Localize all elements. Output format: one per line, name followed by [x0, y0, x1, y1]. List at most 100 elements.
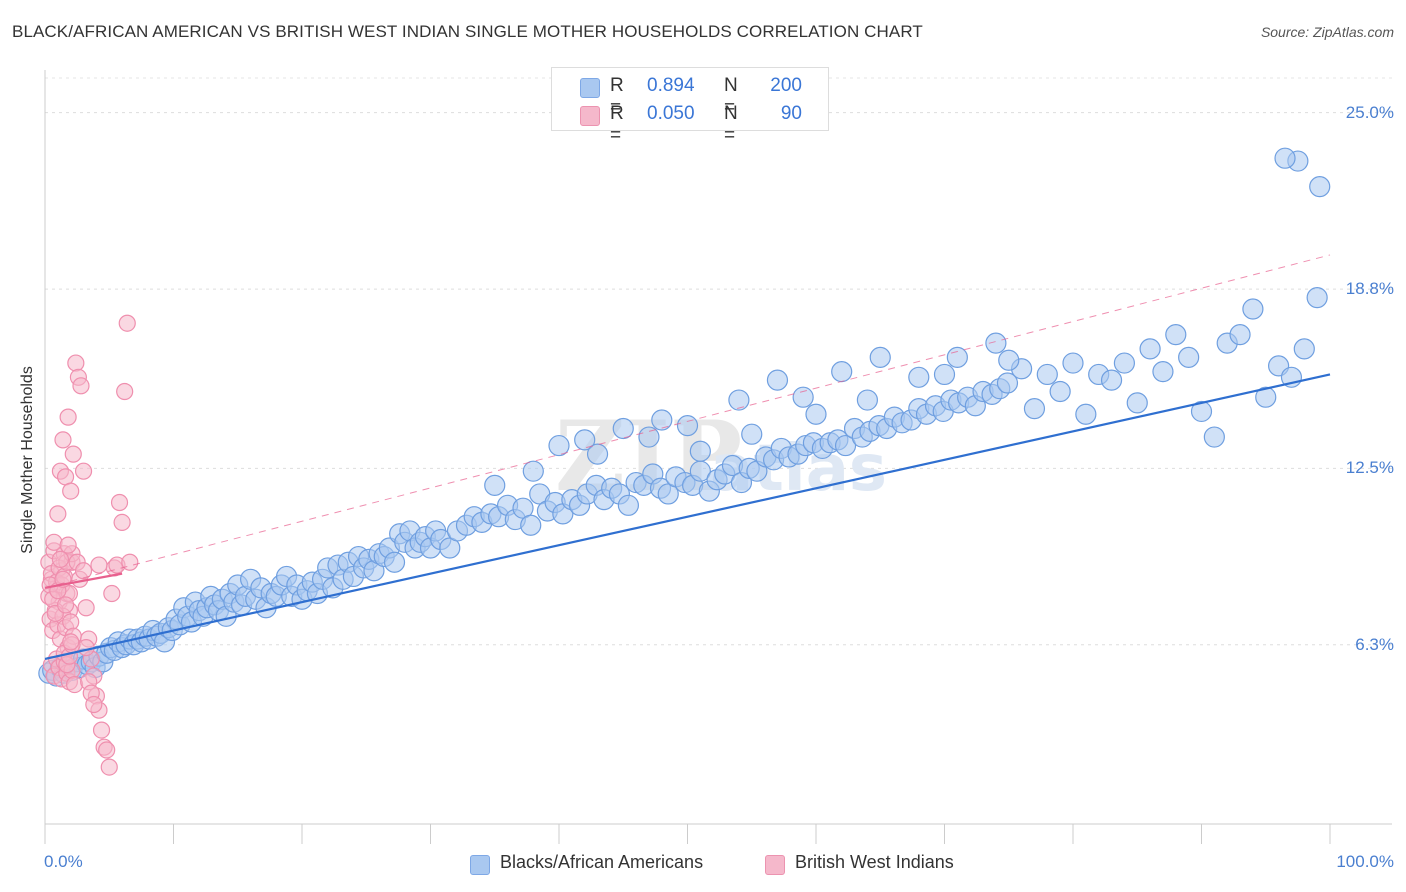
point-bwi — [103, 584, 121, 603]
legend-n-label: N = — [724, 75, 738, 118]
point-blacks — [1255, 386, 1277, 408]
legend: R = 0.894 N = 200 R = 0.050 N = 90 — [551, 67, 829, 146]
point-blacks — [1242, 298, 1264, 320]
point-blacks — [676, 415, 699, 437]
point-bwi — [67, 354, 85, 372]
point-blacks — [1309, 176, 1331, 198]
y-tick-label: 18.8% — [1345, 279, 1394, 299]
point-blacks — [1152, 361, 1174, 383]
point-bwi — [51, 550, 70, 568]
bottom-legend-swatch-blacks — [470, 855, 490, 875]
point-blacks — [908, 366, 930, 388]
legend-r-label: R = — [610, 75, 624, 118]
legend-r-label: R = — [610, 103, 624, 146]
source-label: Source: ZipAtlas.com — [1260, 24, 1394, 40]
point-bwi — [74, 462, 93, 480]
y-tick-label: 12.5% — [1345, 458, 1394, 478]
point-blacks — [1306, 287, 1328, 309]
legend-r-value: 0.050 — [647, 103, 695, 124]
point-blacks — [933, 363, 956, 386]
x-tick-label-min: 0.0% — [44, 852, 83, 871]
point-blacks — [1126, 392, 1148, 414]
point-blacks — [651, 409, 673, 431]
point-blacks — [1178, 346, 1200, 368]
point-blacks — [869, 346, 891, 368]
y-tick-label: 6.3% — [1355, 634, 1394, 654]
point-bwi — [90, 556, 108, 574]
point-blacks — [1139, 338, 1161, 360]
point-blacks — [522, 460, 544, 482]
point-blacks — [728, 389, 750, 411]
bottom-legend-label-blacks: Blacks/African Americans — [500, 852, 704, 872]
point-bwi — [74, 562, 93, 580]
point-blacks — [520, 514, 542, 536]
point-blacks — [946, 346, 968, 368]
point-blacks — [831, 361, 853, 383]
legend-r-value: 0.894 — [647, 75, 695, 96]
bottom-legend-swatch-bwi — [765, 855, 785, 875]
x-tick-label-max: 100.0% — [1336, 852, 1394, 871]
point-bwi — [72, 377, 90, 395]
point-blacks — [792, 386, 814, 408]
point-blacks — [617, 494, 639, 516]
legend-n-label: N = — [724, 103, 738, 146]
trend-line-blacks — [44, 373, 1331, 661]
point-blacks — [383, 551, 406, 573]
point-blacks — [834, 434, 857, 457]
point-blacks — [1023, 397, 1046, 420]
point-blacks — [1062, 352, 1084, 374]
point-bwi — [49, 505, 67, 523]
point-bwi — [59, 536, 77, 554]
point-bwi — [113, 513, 131, 532]
legend-n-value: 200 — [770, 75, 802, 96]
point-blacks — [805, 403, 827, 425]
point-blacks — [1203, 426, 1225, 448]
legend-swatch-blacks — [580, 78, 600, 98]
point-bwi — [77, 599, 95, 617]
point-blacks — [1165, 324, 1187, 346]
trend-line-bwi — [44, 572, 123, 589]
point-blacks — [996, 372, 1019, 394]
point-blacks — [1049, 380, 1071, 403]
legend-n-value: 90 — [780, 103, 802, 124]
point-bwi — [118, 314, 136, 332]
point-blacks — [548, 434, 570, 457]
point-bwi — [56, 596, 75, 614]
point-blacks — [1036, 363, 1058, 386]
legend-swatch-bwi — [580, 106, 600, 126]
point-blacks — [856, 389, 879, 411]
point-bwi — [54, 431, 72, 449]
point-blacks — [985, 332, 1007, 354]
point-bwi — [56, 468, 75, 486]
point-blacks — [1229, 324, 1251, 346]
point-blacks — [1075, 403, 1097, 425]
point-blacks — [638, 426, 660, 448]
point-bwi — [64, 445, 82, 463]
point-blacks — [1113, 352, 1136, 374]
point-bwi — [85, 695, 103, 714]
point-bwi — [45, 533, 63, 551]
point-blacks — [766, 369, 789, 391]
point-bwi — [59, 408, 77, 426]
point-blacks — [1190, 400, 1213, 423]
point-blacks — [574, 429, 596, 451]
point-blacks — [1274, 147, 1296, 169]
point-bwi — [98, 741, 116, 759]
point-blacks — [1293, 338, 1315, 360]
point-blacks — [612, 417, 634, 440]
point-blacks — [484, 474, 506, 497]
point-bwi — [92, 721, 111, 739]
point-blacks — [689, 440, 711, 462]
chart-title: BLACK/AFRICAN AMERICAN VS BRITISH WEST I… — [12, 22, 923, 41]
point-blacks — [1100, 369, 1123, 391]
point-bwi — [121, 553, 139, 571]
point-bwi — [116, 382, 134, 401]
point-bwi — [100, 758, 118, 776]
y-tick-label: 25.0% — [1345, 102, 1394, 122]
bottom-legend-label-bwi: British West Indians — [795, 852, 954, 872]
point-bwi — [110, 493, 129, 512]
point-blacks — [998, 349, 1020, 371]
trend-line-bwi-extended — [44, 254, 1331, 589]
point-bwi — [65, 675, 84, 694]
